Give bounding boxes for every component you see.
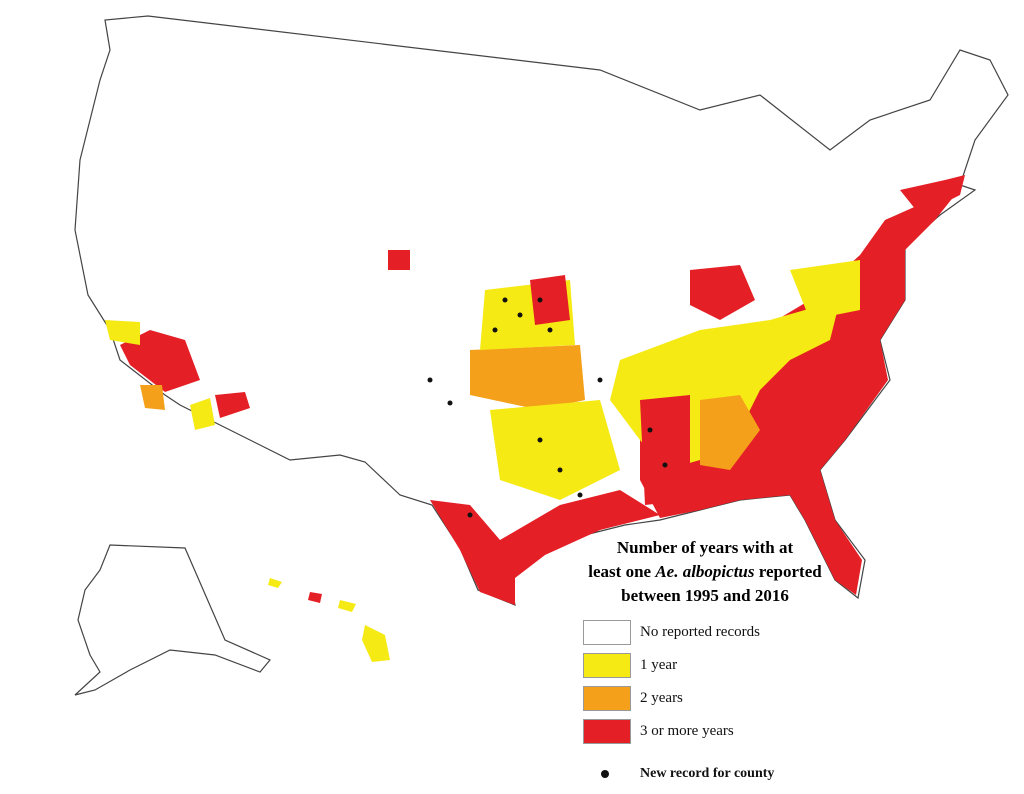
yellow-texas xyxy=(490,400,620,500)
orange-alabama xyxy=(700,395,760,470)
record-dot xyxy=(502,297,508,303)
legend-label: No reported records xyxy=(640,624,760,640)
legend-swatch xyxy=(583,686,631,711)
county-fills xyxy=(105,175,965,662)
yellow-hawaii xyxy=(362,625,390,662)
legend-item: No reported records xyxy=(580,620,880,648)
record-dot xyxy=(577,492,583,498)
title-species: Ae. albopictus xyxy=(655,562,755,581)
legend-marker: New record for county xyxy=(580,762,880,790)
record-dot xyxy=(547,327,553,333)
title-text: Number of years with at xyxy=(616,538,794,557)
red-colorado xyxy=(388,250,410,270)
legend-label: 1 year xyxy=(640,657,678,673)
record-dot xyxy=(427,377,433,383)
orange-oklahoma xyxy=(470,345,585,410)
red-kansas xyxy=(530,275,570,325)
record-dot xyxy=(492,327,498,333)
yellow-arizona xyxy=(190,398,215,430)
title-text: between 1995 and 2016 xyxy=(621,586,789,605)
new-record-dots xyxy=(427,297,668,518)
title-line: least one Ae. albopictus reported xyxy=(560,560,850,584)
record-dot xyxy=(537,437,543,443)
alaska xyxy=(74,544,271,696)
record-dot xyxy=(647,427,653,433)
orange-san-diego xyxy=(140,385,165,410)
red-southeast xyxy=(640,195,955,595)
map-title: Number of years with at least one Ae. al… xyxy=(560,536,850,608)
red-hawaii xyxy=(308,592,322,603)
legend-label: 2 years xyxy=(640,690,683,706)
record-dot xyxy=(517,312,523,318)
legend-label: New record for county xyxy=(640,766,775,781)
record-dot xyxy=(537,297,543,303)
title-text: reported xyxy=(758,562,822,581)
record-dot xyxy=(597,377,603,383)
title-line: Number of years with at xyxy=(560,536,850,560)
red-northeast xyxy=(900,175,965,215)
legend-item: 3 or more years xyxy=(580,719,880,747)
record-dot xyxy=(467,512,473,518)
title-text: least one xyxy=(588,562,652,581)
record-dot xyxy=(447,400,453,406)
red-arizona xyxy=(215,392,250,418)
legend-item: 2 years xyxy=(580,686,880,714)
red-kentucky xyxy=(690,265,755,320)
legend-label: 3 or more years xyxy=(640,723,734,739)
red-gulf xyxy=(430,490,660,605)
red-california xyxy=(120,330,200,392)
legend-dot xyxy=(601,770,609,778)
yellow-hawaii-islands xyxy=(268,578,356,612)
red-mississippi xyxy=(640,395,690,505)
legend-swatch xyxy=(583,653,631,678)
yellow-virginia xyxy=(790,260,860,320)
legend-swatch xyxy=(583,719,631,744)
legend-item: 1 year xyxy=(580,653,880,681)
legend: No reported records 1 year 2 years 3 or mor… xyxy=(580,620,880,790)
record-dot xyxy=(662,462,668,468)
yellow-california xyxy=(105,320,140,345)
title-line: between 1995 and 2016 xyxy=(560,584,850,608)
record-dot xyxy=(557,467,563,473)
legend-swatch xyxy=(583,620,631,645)
